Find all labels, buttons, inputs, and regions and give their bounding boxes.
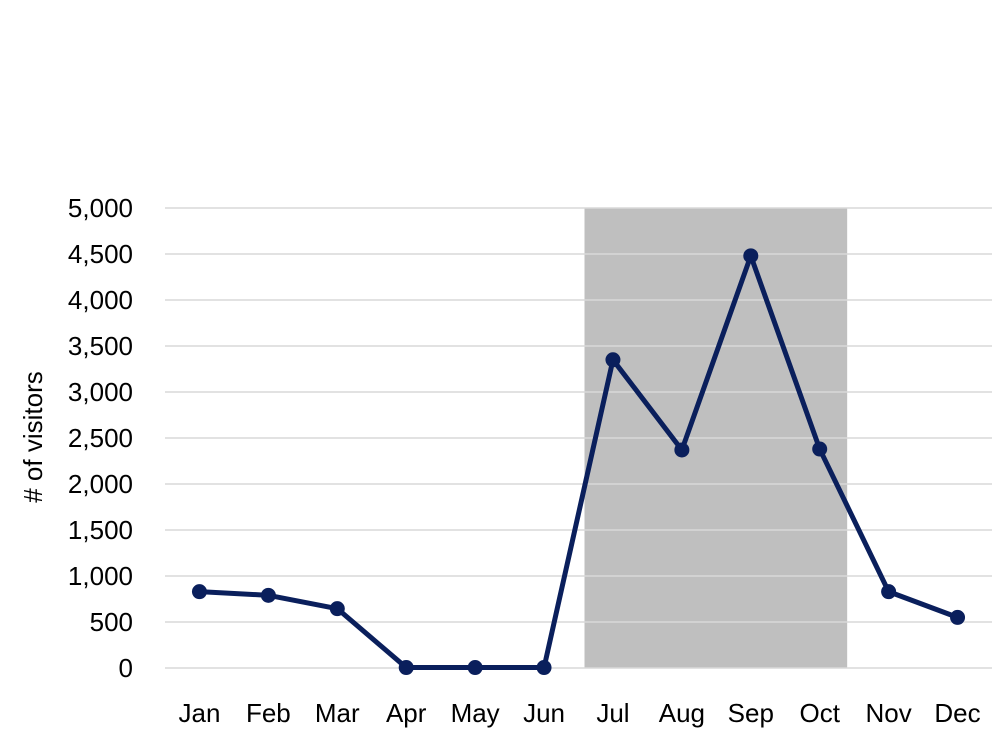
data-point bbox=[191, 584, 207, 600]
y-tick-label: 2,000 bbox=[68, 469, 133, 499]
x-tick-label: Nov bbox=[866, 698, 912, 728]
x-tick-label: Jan bbox=[178, 698, 220, 728]
data-point bbox=[605, 352, 621, 368]
x-tick-label: Mar bbox=[315, 698, 360, 728]
x-tick-label: Jul bbox=[596, 698, 629, 728]
data-point bbox=[536, 660, 552, 676]
y-axis-label: # of visitors bbox=[18, 371, 48, 503]
data-point bbox=[398, 660, 414, 676]
x-tick-label: May bbox=[451, 698, 500, 728]
data-point bbox=[260, 587, 276, 603]
y-tick-label: 500 bbox=[90, 607, 133, 637]
data-point bbox=[812, 441, 828, 457]
y-tick-label: 2,500 bbox=[68, 423, 133, 453]
y-tick-label: 3,000 bbox=[68, 377, 133, 407]
x-tick-label: Oct bbox=[799, 698, 840, 728]
y-tick-label: 1,500 bbox=[68, 515, 133, 545]
y-tick-label: 5,000 bbox=[68, 193, 133, 223]
x-tick-label: Jun bbox=[523, 698, 565, 728]
data-point bbox=[950, 609, 966, 625]
x-tick-label: Feb bbox=[246, 698, 291, 728]
x-tick-label: Aug bbox=[659, 698, 705, 728]
data-point bbox=[881, 584, 897, 600]
series-line bbox=[196, 253, 961, 671]
x-tick-label: Apr bbox=[386, 698, 427, 728]
data-point bbox=[674, 442, 690, 458]
y-tick-label: 3,500 bbox=[68, 331, 133, 361]
y-tick-label: 1,000 bbox=[68, 561, 133, 591]
y-tick-label: 4,500 bbox=[68, 239, 133, 269]
x-tick-label: Dec bbox=[934, 698, 980, 728]
data-point bbox=[467, 660, 483, 676]
data-point bbox=[743, 248, 759, 264]
y-tick-label: 0 bbox=[119, 653, 133, 683]
x-tick-label: Sep bbox=[728, 698, 774, 728]
y-tick-label: 4,000 bbox=[68, 285, 133, 315]
data-point bbox=[329, 601, 345, 617]
